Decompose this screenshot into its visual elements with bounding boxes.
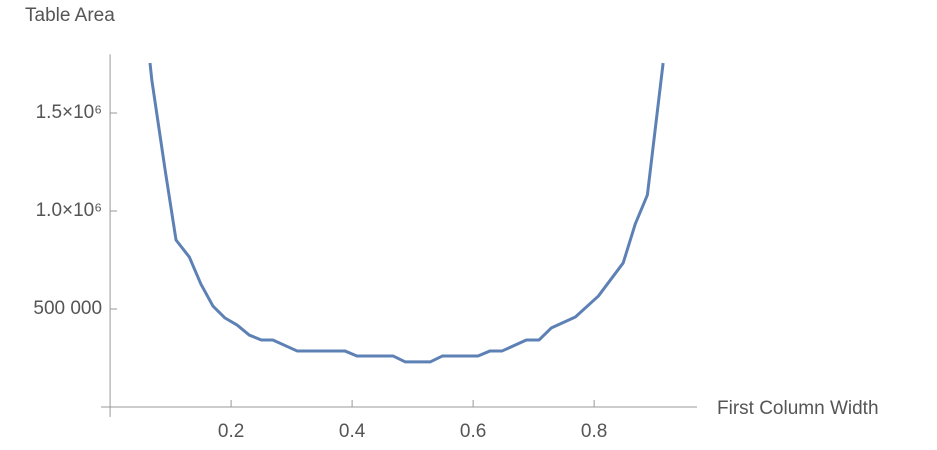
x-tick-label: 0.6 [460, 421, 486, 442]
y-tick-label: 500 000 [33, 298, 102, 319]
y-tick-label: 1.5×10⁶ [36, 102, 102, 123]
x-tick-label: 0.2 [218, 421, 244, 442]
y-tick-label: 1.0×10⁶ [36, 200, 102, 221]
x-axis-title: First Column Width [717, 398, 879, 419]
line-series [148, 62, 665, 364]
x-tick-label: 0.8 [581, 421, 607, 442]
y-axis-title: Table Area [25, 5, 115, 26]
x-tick-label: 0.4 [339, 421, 366, 442]
